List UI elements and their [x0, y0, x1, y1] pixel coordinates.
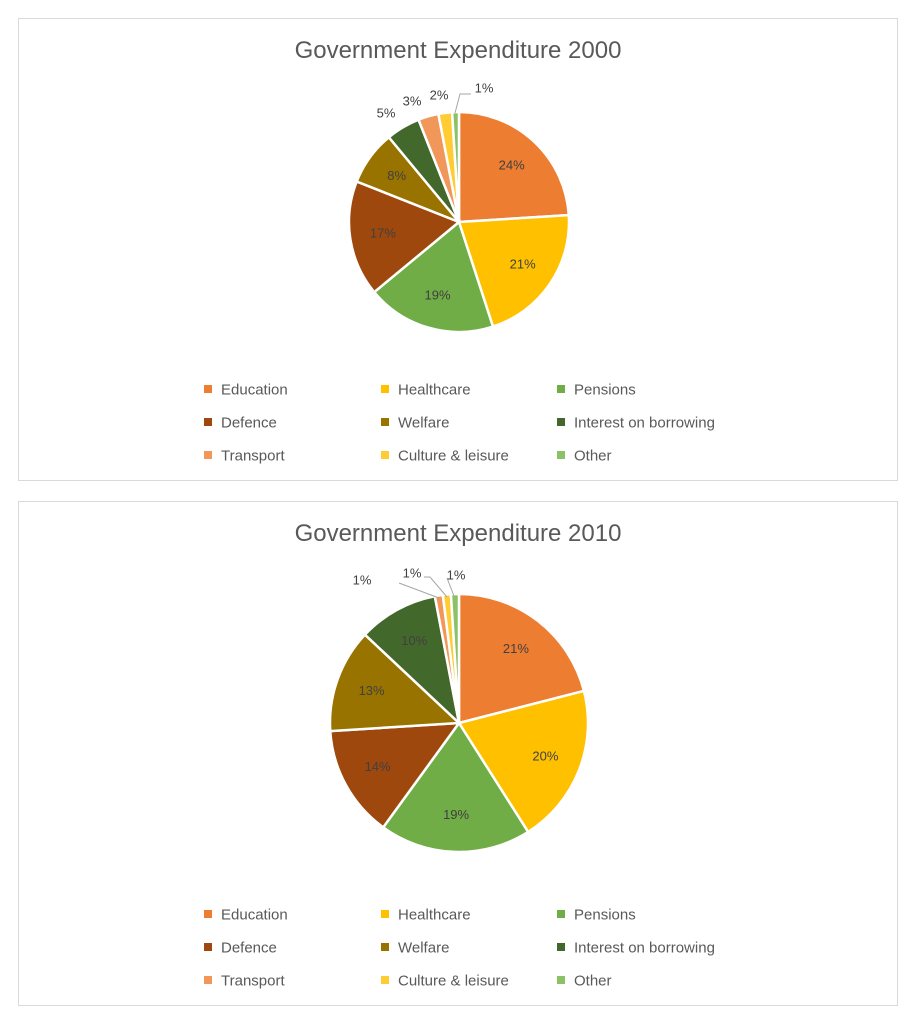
- legend-swatch: [204, 943, 212, 952]
- legend-swatch: [557, 910, 565, 919]
- legend-item: Interest on borrowing: [557, 414, 715, 432]
- legend-item: Transport: [204, 972, 285, 990]
- chart-panel-2010: Government Expenditure 2010 21% 20% 19% 14%…: [18, 501, 898, 1006]
- legend-swatch: [557, 943, 565, 952]
- data-label: 17%: [370, 225, 396, 240]
- legend-item: Pensions: [557, 381, 636, 399]
- chart-title: Government Expenditure 2000: [294, 37, 622, 64]
- chart-panel-2000: Government Expenditure 2000 24% 21% 19% 17%…: [18, 18, 898, 481]
- pie-slice-interest-on-borrowing: [363, 594, 461, 727]
- chart-title: Government Expenditure 2010: [294, 520, 622, 547]
- data-label: 5%: [377, 105, 396, 120]
- data-label: 19%: [443, 807, 469, 822]
- pie-slice-healthcare: [457, 213, 571, 329]
- legend-swatch: [557, 385, 565, 394]
- data-label: 1%: [447, 567, 466, 582]
- legend-item: Welfare: [381, 414, 449, 432]
- legend-label: Welfare: [398, 414, 450, 432]
- legend-swatch: [557, 976, 565, 985]
- legend-label: Defence: [221, 939, 277, 957]
- data-label: 10%: [401, 633, 427, 648]
- leader-line: [398, 582, 440, 599]
- pie-slice-defence: [328, 721, 462, 830]
- legend-item: Healthcare: [381, 906, 471, 924]
- legend-item: Education: [204, 381, 288, 399]
- pie-slice-defence: [347, 179, 462, 294]
- legend-swatch: [381, 418, 389, 427]
- pie-slice-healthcare: [457, 689, 590, 834]
- legend-label: Healthcare: [398, 906, 471, 924]
- pie-chart-2000: 24% 21% 19% 17% 8% 5% 3% 2% 1%: [347, 80, 571, 334]
- legend-item: Defence: [204, 939, 277, 957]
- legend-label: Defence: [221, 414, 277, 432]
- legend-label: Culture & leisure: [398, 447, 509, 465]
- data-label: 20%: [532, 749, 558, 764]
- legend-label: Education: [221, 381, 288, 399]
- data-label: 14%: [365, 759, 391, 774]
- legend-swatch: [204, 385, 212, 394]
- legend-item: Other: [557, 972, 612, 990]
- legend-item: Culture & leisure: [381, 972, 509, 990]
- pie-slice-education: [457, 592, 586, 725]
- pie-slice-pensions: [372, 219, 495, 334]
- data-label: 21%: [510, 257, 536, 272]
- data-label: 19%: [424, 287, 450, 302]
- legend-swatch: [557, 418, 565, 427]
- pie-slice-welfare: [328, 632, 462, 733]
- data-label: 1%: [403, 565, 422, 580]
- data-label: 1%: [475, 80, 494, 95]
- legend-swatch: [204, 976, 212, 985]
- legend-label: Pensions: [574, 381, 636, 399]
- legend-label: Pensions: [574, 906, 636, 924]
- legend-swatch: [381, 976, 389, 985]
- legend-label: Education: [221, 906, 288, 924]
- leader-line: [454, 93, 471, 114]
- legend-item: Welfare: [381, 939, 449, 957]
- legend-label: Healthcare: [398, 381, 471, 399]
- legend-label: Interest on borrowing: [574, 414, 715, 432]
- legend-label: Transport: [221, 972, 285, 990]
- legend-label: Transport: [221, 447, 285, 465]
- legend-item: Defence: [204, 414, 277, 432]
- legend-item: Other: [557, 447, 612, 465]
- pie-slice-pensions: [381, 720, 530, 854]
- legend-swatch: [381, 385, 389, 394]
- legend-item: Transport: [204, 447, 285, 465]
- leader-line: [424, 576, 448, 598]
- legend-label: Culture & leisure: [398, 972, 509, 990]
- data-label: 3%: [403, 93, 422, 108]
- legend-swatch: [381, 451, 389, 460]
- legend-swatch: [381, 910, 389, 919]
- pie-chart-2010: 21% 20% 19% 14% 13% 10% 1% 1% 1%: [328, 565, 590, 854]
- legend-swatch: [204, 910, 212, 919]
- data-label: 8%: [387, 168, 406, 183]
- legend-item: Pensions: [557, 906, 636, 924]
- data-label: 1%: [353, 572, 372, 587]
- legend-item: Education: [204, 906, 288, 924]
- legend-swatch: [204, 451, 212, 460]
- legend-item: Healthcare: [381, 381, 471, 399]
- legend-label: Other: [574, 972, 612, 990]
- legend-label: Welfare: [398, 939, 450, 957]
- data-label: 13%: [359, 683, 385, 698]
- legend-swatch: [204, 418, 212, 427]
- legend-item: Culture & leisure: [381, 447, 509, 465]
- data-label: 24%: [499, 157, 525, 172]
- data-label: 2%: [430, 87, 449, 102]
- pie-slice-education: [457, 110, 571, 224]
- pie-slice-other: [449, 592, 461, 724]
- data-label: 21%: [503, 641, 529, 656]
- legend-swatch: [557, 451, 565, 460]
- legend-swatch: [381, 943, 389, 952]
- legend-label: Interest on borrowing: [574, 939, 715, 957]
- leader-line: [446, 577, 455, 597]
- legend-label: Other: [574, 447, 612, 465]
- legend-item: Interest on borrowing: [557, 939, 715, 957]
